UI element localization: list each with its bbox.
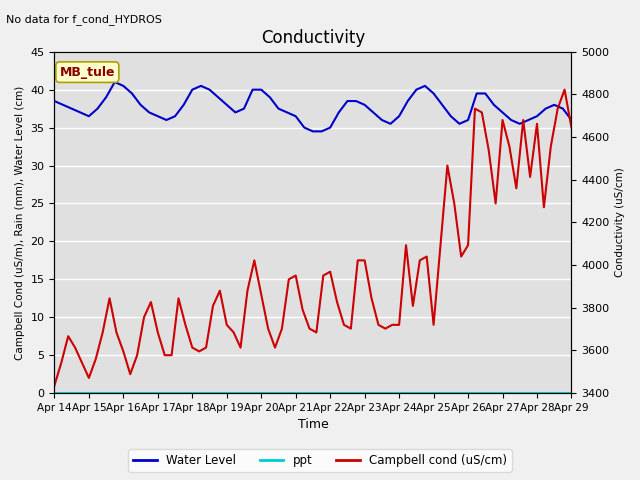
Legend: Water Level, ppt, Campbell cond (uS/cm): Water Level, ppt, Campbell cond (uS/cm)	[128, 449, 512, 472]
Text: No data for f_cond_HYDROS: No data for f_cond_HYDROS	[6, 14, 163, 25]
Title: Conductivity: Conductivity	[261, 29, 365, 48]
Y-axis label: Conductivity (uS/cm): Conductivity (uS/cm)	[615, 168, 625, 277]
X-axis label: Time: Time	[298, 419, 328, 432]
Text: MB_tule: MB_tule	[60, 66, 115, 79]
Y-axis label: Campbell Cond (uS/m), Rain (mm), Water Level (cm): Campbell Cond (uS/m), Rain (mm), Water L…	[15, 85, 25, 360]
